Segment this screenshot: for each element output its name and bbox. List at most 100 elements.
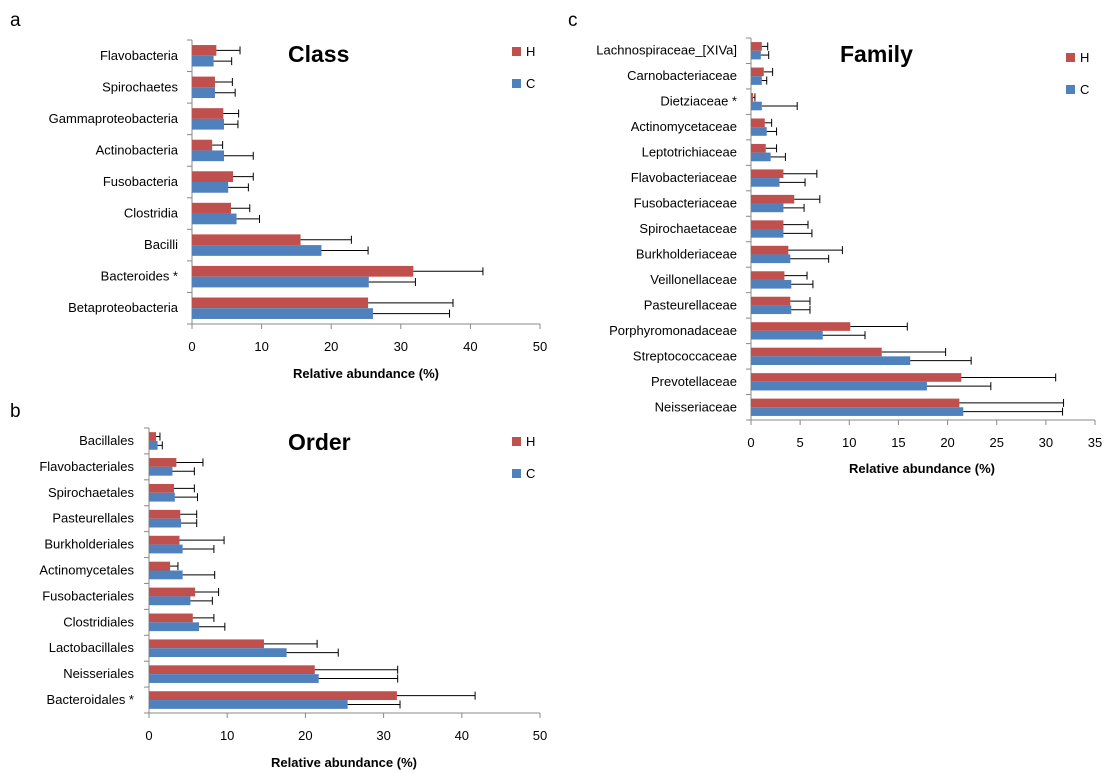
x-tick-label: 30 (1039, 435, 1053, 450)
bar-h (751, 373, 962, 382)
x-tick-label: 0 (145, 728, 152, 743)
chart-panel-a: a Class 0 10 20 30 40 50 Relative abundance (%) F… (10, 10, 547, 381)
x-tick-label: 20 (324, 339, 338, 354)
category-label: Actinobacteria (96, 142, 179, 157)
legend-swatch-c (1066, 85, 1075, 94)
bar-c (149, 440, 158, 450)
bar-h (149, 458, 177, 467)
bar-c (192, 182, 229, 193)
bar-c (149, 466, 173, 476)
bar-h (149, 561, 171, 571)
bar-c (192, 118, 225, 130)
bar-c (751, 178, 780, 187)
bar-h (751, 93, 753, 102)
bar-h (751, 322, 851, 331)
x-tick-label: 20 (298, 728, 312, 743)
bar-c (751, 101, 762, 111)
bar-c (192, 213, 237, 225)
bar-h (751, 245, 789, 255)
x-tick-label: 30 (394, 339, 408, 354)
chart-panel-c: c Family 0 5 10 15 20 25 30 35 Relative abundance … (568, 10, 1102, 476)
bar-h (149, 509, 181, 519)
bar-c (751, 381, 927, 391)
legend-label-c: C (526, 76, 535, 91)
bar-h (751, 220, 784, 229)
x-tick-label: 10 (220, 728, 234, 743)
bar-c (751, 305, 792, 315)
bar-h (751, 194, 795, 204)
category-label: Bacilli (144, 237, 178, 252)
category-label: Neisseriales (63, 666, 134, 681)
bar-h (751, 398, 960, 408)
bar-h (751, 143, 766, 153)
bar-c (149, 648, 287, 658)
legend-swatch-c (512, 469, 521, 478)
x-tick-label: 0 (747, 435, 754, 450)
bar-c (192, 308, 373, 319)
x-axis-label: Relative abundance (%) (271, 755, 417, 770)
category-label: Fusobacteria (103, 174, 179, 189)
category-label: Porphyromonadaceae (609, 323, 737, 338)
category-label: Lachnospiraceae_[XIVa] (596, 43, 737, 58)
legend-label-h: H (526, 434, 535, 449)
x-tick-label: 30 (376, 728, 390, 743)
category-label: Burkholderiaceae (636, 246, 737, 261)
category-label: Flavobacteriaceae (631, 170, 737, 185)
bar-h (149, 613, 193, 623)
category-label: Flavobacteria (100, 48, 179, 63)
bar-c (751, 50, 761, 60)
category-label: Clostridia (124, 206, 179, 221)
category-label: Bacillales (79, 433, 134, 448)
bar-c (192, 55, 214, 67)
x-tick-label: 25 (989, 435, 1003, 450)
bar-h (751, 42, 762, 51)
panel-letter: b (10, 401, 21, 422)
bar-h (192, 76, 215, 88)
bar-h (192, 45, 217, 56)
category-label: Fusobacteriaceae (634, 196, 737, 211)
category-label: Actinomycetales (39, 563, 134, 578)
x-tick-label: 5 (797, 435, 804, 450)
x-tick-label: 50 (533, 728, 547, 743)
bar-c (192, 245, 322, 256)
bar-c (192, 150, 225, 162)
bar-h (751, 347, 882, 357)
bar-c (751, 254, 791, 264)
bar-c (149, 518, 182, 528)
x-tick-label: 15 (891, 435, 905, 450)
category-label: Leptotrichiaceae (642, 145, 737, 160)
bar-h (192, 202, 231, 214)
category-label: Flavobacteriales (39, 459, 134, 474)
legend-label-c: C (1080, 82, 1089, 97)
x-tick-label: 20 (940, 435, 954, 450)
x-tick-label: 0 (188, 339, 195, 354)
bar-c (751, 152, 771, 162)
bar-c (751, 203, 784, 213)
legend-label-h: H (1080, 50, 1089, 65)
category-label: Carnobacteriaceae (627, 68, 737, 83)
category-label: Spirochaetaceae (639, 221, 737, 236)
bar-c (751, 76, 762, 85)
category-label: Betaproteobacteria (68, 300, 179, 315)
chart-title: Order (288, 429, 351, 455)
bar-h (192, 234, 301, 246)
category-label: Lactobacillales (49, 640, 135, 655)
legend-swatch-h (512, 47, 521, 56)
bar-c (149, 622, 200, 632)
category-label: Gammaproteobacteria (49, 111, 179, 126)
x-tick-label: 40 (463, 339, 477, 354)
category-label: Pasteurellaceae (644, 297, 737, 312)
bar-h (149, 432, 157, 441)
category-label: Fusobacteriales (42, 588, 134, 603)
category-label: Spirochaetes (102, 79, 178, 94)
category-label: Pasteurellales (52, 511, 134, 526)
bar-h (192, 297, 369, 309)
bar-c (751, 407, 964, 416)
x-tick-label: 40 (455, 728, 469, 743)
bar-h (192, 108, 224, 119)
x-tick-label: 50 (533, 339, 547, 354)
x-tick-label: 10 (842, 435, 856, 450)
category-label: Prevotellaceae (651, 374, 737, 389)
category-label: Veillonellaceae (650, 272, 737, 287)
